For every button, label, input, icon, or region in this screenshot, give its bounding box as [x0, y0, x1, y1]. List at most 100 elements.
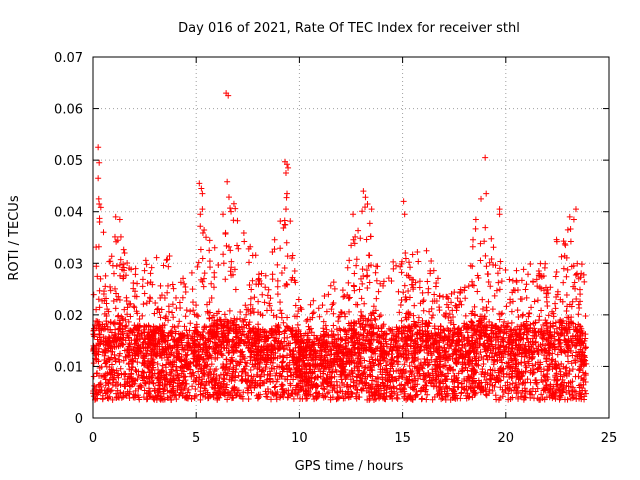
data-point — [388, 335, 395, 342]
data-point — [509, 340, 516, 347]
data-point — [290, 395, 297, 402]
data-point — [124, 304, 131, 311]
data-point — [420, 307, 427, 314]
data-point — [224, 396, 231, 403]
data-point — [498, 278, 505, 285]
data-point — [435, 386, 442, 393]
data-point — [123, 354, 130, 361]
data-point — [553, 238, 560, 245]
data-point — [407, 328, 414, 335]
data-point — [287, 369, 294, 376]
data-point — [503, 303, 510, 310]
data-point — [169, 323, 176, 330]
data-point — [560, 265, 567, 272]
data-point — [489, 387, 496, 394]
data-point — [410, 318, 417, 325]
data-point — [230, 348, 237, 355]
data-point — [488, 235, 495, 242]
data-point — [176, 377, 183, 384]
data-point — [527, 367, 534, 374]
data-point — [576, 367, 583, 373]
data-point — [173, 396, 180, 403]
data-point — [157, 326, 164, 333]
data-point — [514, 368, 521, 375]
data-point — [449, 355, 456, 362]
data-point — [477, 332, 484, 339]
data-point — [362, 321, 369, 328]
data-point — [136, 330, 143, 337]
data-point — [336, 325, 343, 332]
data-point — [304, 316, 311, 323]
data-point — [415, 258, 422, 265]
data-point — [243, 311, 250, 318]
data-point — [237, 315, 244, 322]
data-point — [148, 348, 155, 355]
data-point — [158, 395, 165, 402]
data-point — [344, 351, 351, 358]
data-point — [187, 370, 194, 377]
data-point — [531, 298, 538, 305]
data-point — [445, 314, 452, 321]
data-point — [399, 330, 406, 337]
data-point — [163, 313, 170, 320]
data-point — [140, 301, 147, 308]
data-point — [277, 299, 284, 306]
data-point — [199, 229, 206, 236]
data-point — [145, 365, 152, 372]
data-point — [545, 290, 552, 297]
data-point — [364, 396, 371, 403]
data-point — [398, 381, 405, 388]
data-point — [483, 263, 490, 270]
data-point — [562, 242, 569, 249]
data-point — [132, 387, 139, 394]
data-point — [558, 347, 565, 354]
data-point — [169, 301, 176, 308]
data-point — [430, 344, 437, 351]
data-point — [200, 283, 207, 290]
data-point — [549, 356, 556, 363]
data-point — [127, 383, 134, 390]
data-point — [299, 337, 306, 344]
data-point — [450, 337, 457, 344]
data-point — [414, 381, 421, 388]
data-point — [233, 347, 240, 354]
data-point — [520, 335, 527, 342]
data-point — [406, 363, 413, 370]
data-point — [181, 357, 188, 364]
data-point — [386, 376, 393, 383]
data-point — [363, 236, 370, 243]
data-point — [563, 254, 570, 261]
data-point — [141, 359, 148, 366]
data-point — [405, 348, 412, 355]
data-point — [500, 365, 507, 372]
data-point — [527, 388, 534, 395]
data-point — [273, 378, 280, 385]
data-point — [96, 304, 103, 311]
data-point — [461, 284, 468, 291]
data-point — [345, 279, 352, 286]
data-point — [350, 322, 357, 329]
data-point — [569, 332, 576, 339]
data-point — [532, 377, 539, 384]
data-point — [263, 361, 270, 368]
data-point — [364, 330, 371, 337]
data-point — [136, 336, 143, 343]
data-point — [128, 378, 135, 385]
data-point — [155, 305, 162, 312]
data-point — [405, 392, 412, 399]
data-point — [428, 305, 435, 312]
data-point — [107, 326, 114, 333]
data-point — [564, 353, 571, 360]
data-point — [131, 293, 138, 300]
data-point — [228, 208, 235, 215]
data-point — [415, 356, 422, 363]
data-point — [262, 337, 269, 344]
data-point — [561, 240, 568, 247]
data-point — [538, 391, 545, 398]
data-point — [513, 330, 520, 337]
data-point — [475, 274, 482, 281]
data-point — [334, 349, 341, 356]
data-point — [212, 381, 219, 388]
data-point — [147, 361, 154, 368]
data-point — [582, 335, 589, 342]
